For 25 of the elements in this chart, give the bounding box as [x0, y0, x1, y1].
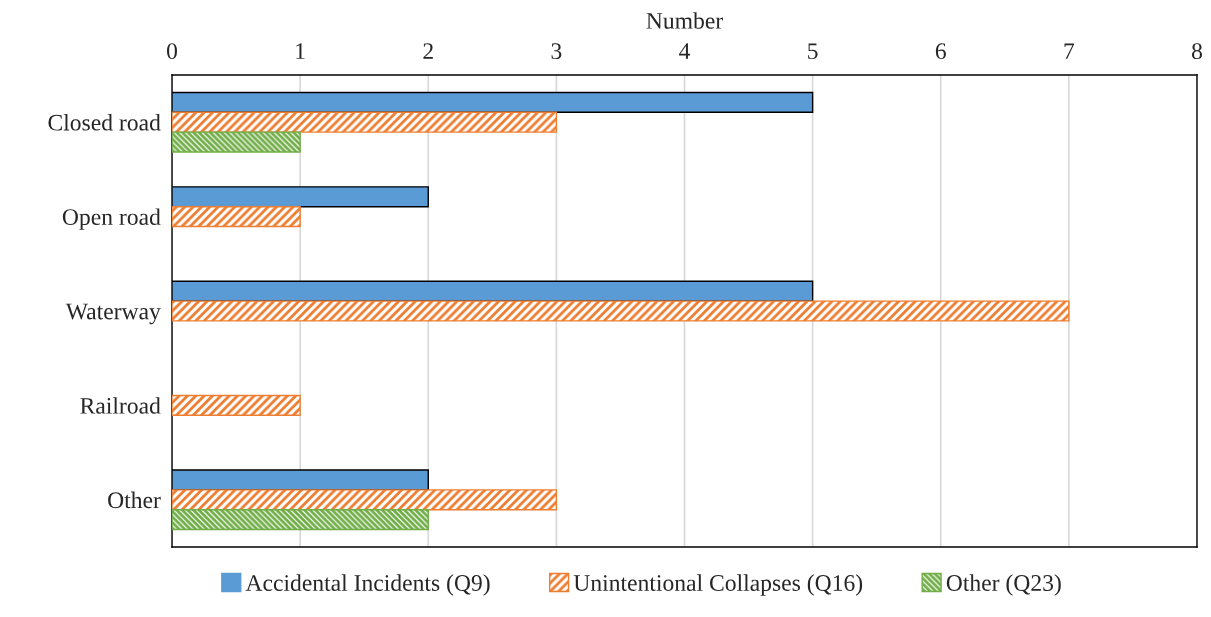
- y-tick-label: Open road: [62, 208, 161, 230]
- x-tick-label: 4: [679, 43, 691, 59]
- x-tick-label: 1: [296, 43, 305, 59]
- x-axis-title: Number: [646, 12, 723, 29]
- x-tick-label: 6: [935, 43, 946, 60]
- x-tick-label: 8: [1192, 43, 1202, 60]
- x-tick-label: 0: [167, 43, 177, 60]
- bar: [172, 394, 301, 417]
- x-tick-label: 5: [808, 43, 818, 60]
- legend-label: Unintentional Collapses (Q16): [573, 574, 863, 596]
- bar: [172, 489, 558, 511]
- legend-label: Accidental Incidents (Q9): [245, 574, 490, 596]
- bar: [172, 509, 429, 531]
- bar: [172, 300, 1070, 322]
- y-tick-label: Waterway: [65, 303, 161, 325]
- x-tick-label: 2: [423, 43, 433, 59]
- bar: [172, 131, 301, 153]
- bar: [172, 205, 301, 228]
- bar: [172, 111, 558, 133]
- y-tick-label: Closed road: [48, 114, 161, 131]
- y-tick-label: Other: [108, 491, 161, 509]
- x-tick-label: 3: [551, 43, 562, 60]
- legend-label: Other (Q23): [946, 574, 1061, 596]
- x-tick-label: 7: [1064, 43, 1075, 59]
- y-tick-label: Railroad: [80, 397, 161, 414]
